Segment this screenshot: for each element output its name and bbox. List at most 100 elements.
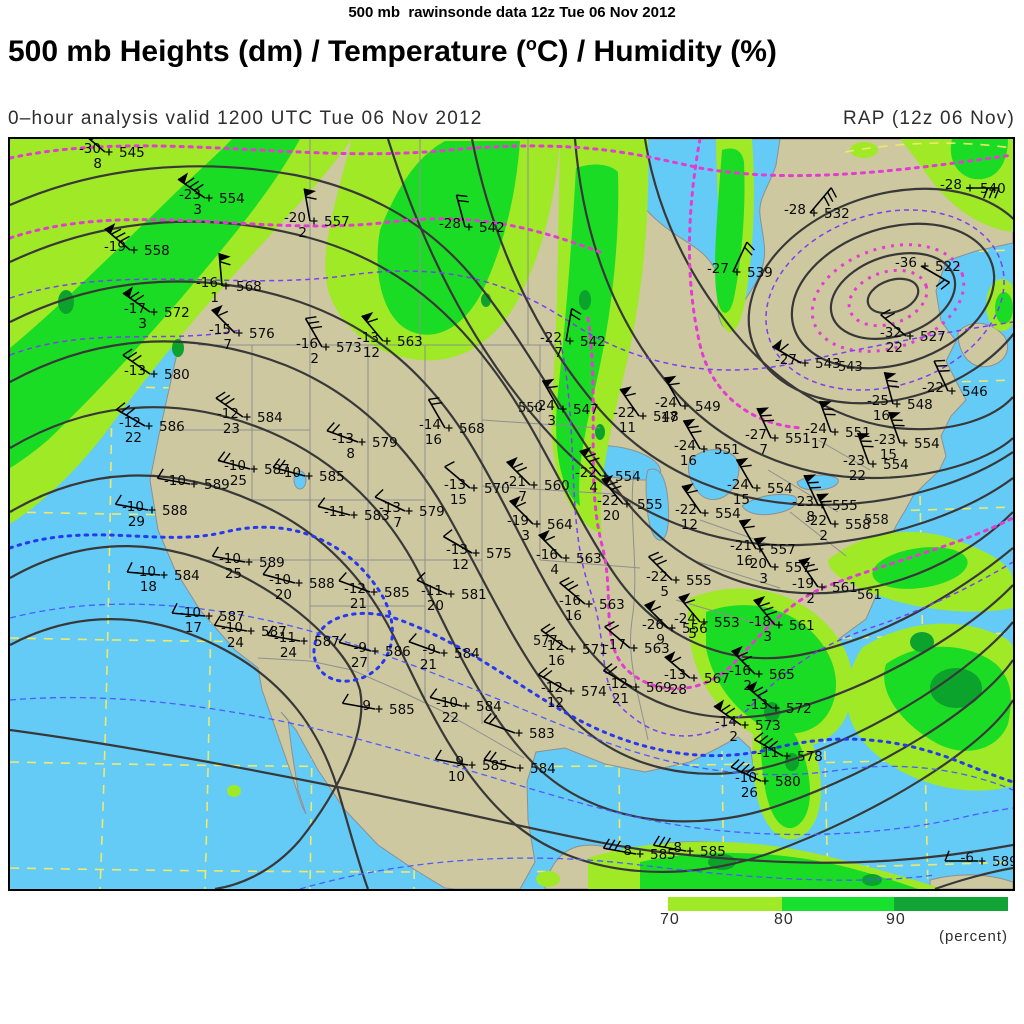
svg-text:12: 12: [363, 345, 380, 361]
svg-text:-28: -28: [784, 202, 806, 218]
station-plot: -10 587 25: [217, 451, 290, 489]
svg-text:7: 7: [393, 515, 402, 531]
svg-text:565: 565: [769, 667, 795, 683]
svg-text:20: 20: [275, 587, 292, 603]
svg-text:-24: -24: [655, 395, 677, 411]
svg-text:557: 557: [785, 560, 811, 576]
weather-map: 550 558 561 543 577 -30 545 8 -23 554 3 -20 557 2 -19 5…: [8, 137, 1015, 891]
svg-text:22: 22: [125, 430, 142, 446]
degree-superscript: o: [525, 34, 537, 54]
station-plot: -8 585: [652, 835, 726, 860]
svg-text:570: 570: [484, 481, 510, 497]
svg-text:-13: -13: [379, 500, 401, 516]
svg-text:585: 585: [319, 469, 345, 485]
svg-text:15: 15: [880, 447, 897, 463]
svg-text:527: 527: [920, 329, 946, 345]
station-plot: -21 560 7: [504, 456, 570, 505]
svg-text:-22: -22: [922, 380, 944, 396]
station-plot: -19 561 2: [792, 557, 858, 607]
svg-text:579: 579: [372, 435, 398, 451]
station-plot: -13 572: [746, 681, 812, 717]
svg-text:-22: -22: [540, 330, 562, 346]
station-plot: -10 588 20: [262, 565, 335, 603]
svg-text:-23: -23: [792, 494, 814, 510]
station-plot: -16 563 4: [536, 529, 602, 578]
station-plot: -14 573 2: [713, 699, 781, 745]
height-contours: [10, 139, 1013, 889]
svg-text:554: 554: [715, 506, 741, 522]
svg-text:584: 584: [454, 646, 480, 662]
station-plot: -16 565 2: [729, 645, 795, 694]
svg-text:-20: -20: [745, 556, 767, 572]
station-plot: -30 545 8: [79, 139, 145, 172]
station-plot: -1158724: [266, 625, 340, 661]
svg-text:3: 3: [521, 528, 530, 544]
svg-text:4: 4: [589, 480, 598, 496]
svg-text:2: 2: [806, 591, 815, 607]
svg-text:-36: -36: [895, 255, 917, 271]
svg-text:554: 554: [615, 469, 641, 485]
svg-text:567: 567: [704, 671, 730, 687]
station-plot: -16 573 2: [296, 316, 362, 367]
station-plot: -32 527 22: [880, 308, 946, 356]
station-plot: -20 557 2: [284, 188, 350, 241]
svg-text:5: 5: [660, 584, 669, 600]
svg-text:-20: -20: [284, 210, 306, 226]
station-plot: -21 557 16: [730, 518, 796, 569]
svg-text:29: 29: [128, 514, 145, 530]
legend-color-80: [782, 897, 894, 911]
svg-text:24: 24: [227, 635, 244, 651]
svg-text:587: 587: [314, 634, 340, 650]
svg-text:24: 24: [280, 645, 297, 661]
station-plot: -19 558: [104, 223, 170, 259]
svg-text:16: 16: [425, 432, 442, 448]
station-plot: -19 564 3: [507, 495, 573, 544]
svg-text:-26: -26: [642, 617, 664, 633]
svg-text:16: 16: [548, 653, 565, 669]
svg-text:7: 7: [759, 442, 768, 458]
station-plot: -9 584 21: [408, 633, 480, 673]
station-plot: -17 563: [604, 620, 670, 657]
legend-unit-label: (percent): [938, 928, 1008, 945]
station-plot: -12 574 12: [537, 667, 607, 711]
station-plot: -9 585: [341, 693, 415, 718]
svg-text:-22: -22: [575, 465, 597, 481]
svg-text:-23: -23: [843, 453, 865, 469]
svg-text:-16: -16: [196, 275, 218, 291]
svg-text:-24: -24: [805, 421, 827, 437]
svg-text:-19: -19: [104, 239, 126, 255]
station-plot: -13 567 28: [664, 651, 730, 698]
station-plot: -11 583: [317, 497, 390, 524]
station-plot: -1058724: [213, 615, 287, 651]
station-plot: -23 554 22: [843, 432, 909, 484]
svg-text:22: 22: [442, 710, 459, 726]
svg-text:554: 554: [219, 191, 245, 207]
latlon-grid-north: [844, 142, 1013, 153]
svg-text:550: 550: [518, 401, 543, 416]
analysis-valid-time: 0–hour analysis valid 1200 UTC Tue 06 No…: [8, 108, 483, 129]
svg-text:572: 572: [164, 305, 190, 321]
station-plot: -18 561 3: [749, 595, 815, 645]
svg-text:554: 554: [883, 457, 909, 473]
station-plot: -10 584 18: [126, 561, 200, 595]
svg-text:9: 9: [656, 632, 665, 648]
temp-contours-purple: [10, 209, 1013, 737]
legend-tick-90: 90: [886, 911, 906, 928]
svg-text:563: 563: [644, 641, 670, 657]
svg-text:17: 17: [185, 620, 202, 636]
svg-text:555: 555: [637, 497, 663, 513]
svg-text:587: 587: [219, 609, 245, 625]
station-plot: 584: [483, 750, 556, 777]
station-plot: -11 581 20: [416, 572, 487, 614]
svg-text:564: 564: [547, 517, 573, 533]
svg-text:-10: -10: [279, 465, 301, 481]
svg-text:578: 578: [797, 749, 823, 765]
station-plot: -13 579 7: [374, 489, 445, 531]
svg-text:22: 22: [849, 468, 866, 484]
svg-text:-13: -13: [664, 667, 686, 683]
humidity-legend-bar: [668, 897, 1008, 911]
svg-text:-18: -18: [749, 614, 771, 630]
svg-text:561: 561: [789, 618, 815, 634]
svg-text:574: 574: [581, 684, 607, 700]
